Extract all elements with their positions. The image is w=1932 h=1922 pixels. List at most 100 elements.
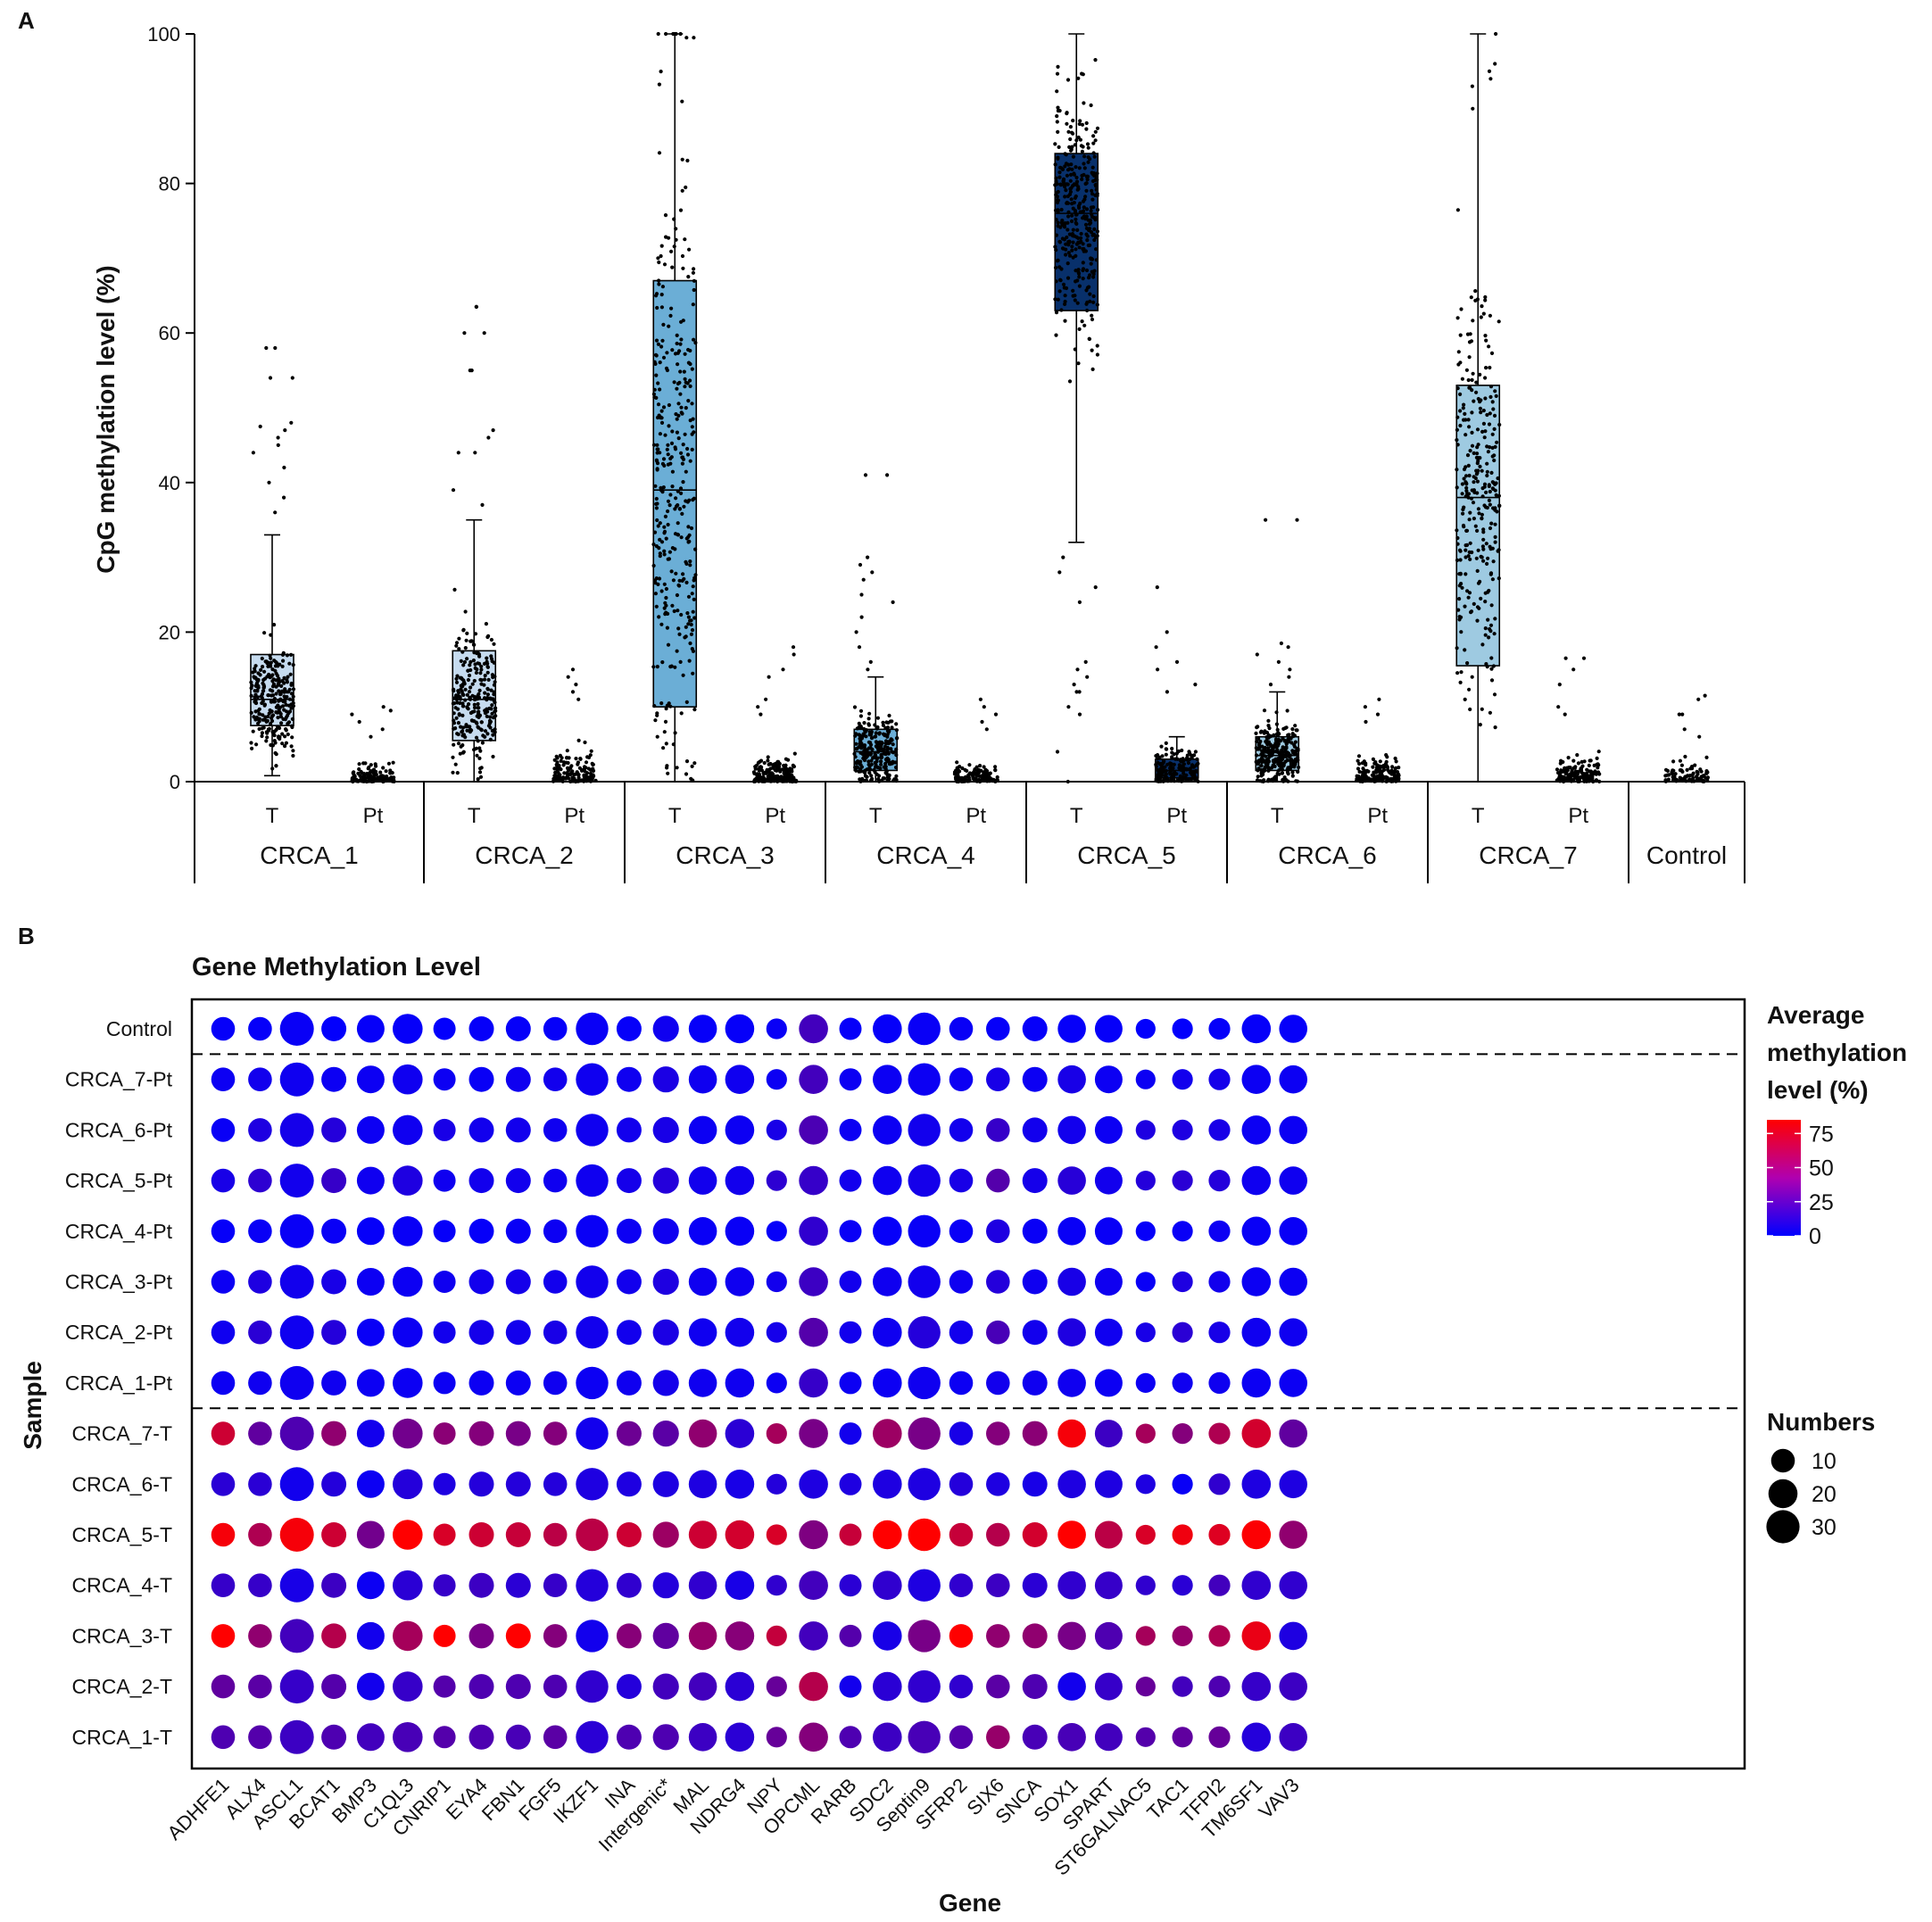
data-point (1068, 148, 1074, 153)
data-point (1076, 76, 1081, 80)
dot (725, 1267, 755, 1297)
data-point (685, 158, 690, 163)
data-point (1458, 423, 1463, 428)
outlier-point (1364, 719, 1368, 725)
data-point (1172, 752, 1176, 757)
outlier-point (1557, 683, 1562, 687)
data-point (678, 208, 684, 212)
data-point (1254, 731, 1258, 736)
data-point (477, 706, 481, 710)
data-point (869, 762, 874, 766)
outlier-point (574, 683, 578, 687)
dot (652, 1116, 679, 1143)
data-point (773, 763, 777, 767)
data-point (1379, 771, 1383, 776)
data-point (1087, 336, 1091, 341)
dot (949, 1320, 974, 1345)
data-point (454, 680, 460, 684)
data-point (1472, 517, 1476, 521)
panel-b-dotplot: B Gene Methylation Level Sample Gene Con… (18, 923, 1907, 1917)
outlier-point (380, 727, 385, 732)
data-point (1064, 153, 1068, 157)
data-point (1468, 385, 1472, 390)
panel-a-boxplot: A CpG methylation level (%) 020406080100… (18, 7, 1745, 883)
data-point (472, 650, 477, 655)
data-point (1497, 493, 1501, 498)
data-point (1290, 727, 1295, 732)
data-point (589, 749, 593, 753)
outlier-point (1493, 62, 1497, 66)
data-point (1378, 766, 1382, 772)
data-point (1461, 511, 1465, 516)
data-point (1575, 770, 1580, 775)
data-point (468, 639, 473, 643)
data-point (477, 654, 482, 659)
outlier-point (273, 345, 278, 351)
data-point (452, 701, 457, 706)
outlier-point (993, 712, 999, 717)
data-point (278, 715, 283, 719)
data-point (1193, 769, 1198, 775)
data-point (1266, 768, 1271, 773)
data-point (867, 711, 872, 716)
outlier-point (283, 428, 287, 433)
data-point (875, 741, 879, 745)
data-point (684, 406, 688, 410)
data-point (1465, 453, 1471, 458)
data-point (483, 691, 487, 695)
data-point (1090, 197, 1095, 202)
data-point (854, 768, 858, 773)
dot (1208, 1371, 1231, 1394)
data-point (584, 766, 588, 770)
data-point (1493, 534, 1497, 540)
dot (616, 1572, 642, 1598)
panel-a-boxes (250, 33, 1501, 783)
data-point (1091, 151, 1096, 155)
data-point (1458, 549, 1463, 553)
data-point (863, 774, 868, 778)
data-point (478, 775, 484, 779)
outlier-point (868, 659, 873, 665)
data-point (1559, 768, 1563, 773)
data-point (995, 775, 999, 780)
data-point (1084, 268, 1090, 273)
dot (839, 1574, 862, 1597)
size-legend-label: 20 (1812, 1482, 1837, 1507)
data-point (686, 622, 691, 626)
data-point (565, 749, 569, 753)
data-point (458, 695, 462, 700)
data-point (752, 771, 757, 776)
data-point (1060, 219, 1065, 223)
data-point (1258, 739, 1263, 744)
data-point (1276, 731, 1281, 735)
data-point (1494, 493, 1498, 498)
data-point (1475, 427, 1480, 432)
data-point (1494, 394, 1498, 398)
data-point (1256, 766, 1261, 771)
data-point (460, 713, 465, 718)
data-point (1459, 307, 1464, 311)
data-point (1274, 722, 1279, 726)
data-point (1455, 386, 1460, 391)
data-point (452, 587, 457, 592)
data-point (470, 682, 475, 686)
data-point (1477, 606, 1481, 610)
data-point (871, 756, 875, 760)
dot (908, 1569, 941, 1602)
data-point (757, 772, 761, 777)
outlier-point (576, 697, 581, 701)
data-point (854, 747, 858, 751)
data-point (657, 260, 661, 265)
data-point (1156, 760, 1160, 765)
data-point (875, 750, 881, 754)
data-point (1484, 662, 1488, 667)
dot (248, 1270, 272, 1294)
data-point (1091, 134, 1096, 138)
data-point (1169, 767, 1173, 772)
data-point (659, 344, 664, 349)
data-point (1455, 415, 1460, 419)
data-point (659, 305, 665, 310)
data-point (1488, 710, 1492, 715)
data-point (672, 380, 676, 385)
dot (505, 1623, 531, 1649)
